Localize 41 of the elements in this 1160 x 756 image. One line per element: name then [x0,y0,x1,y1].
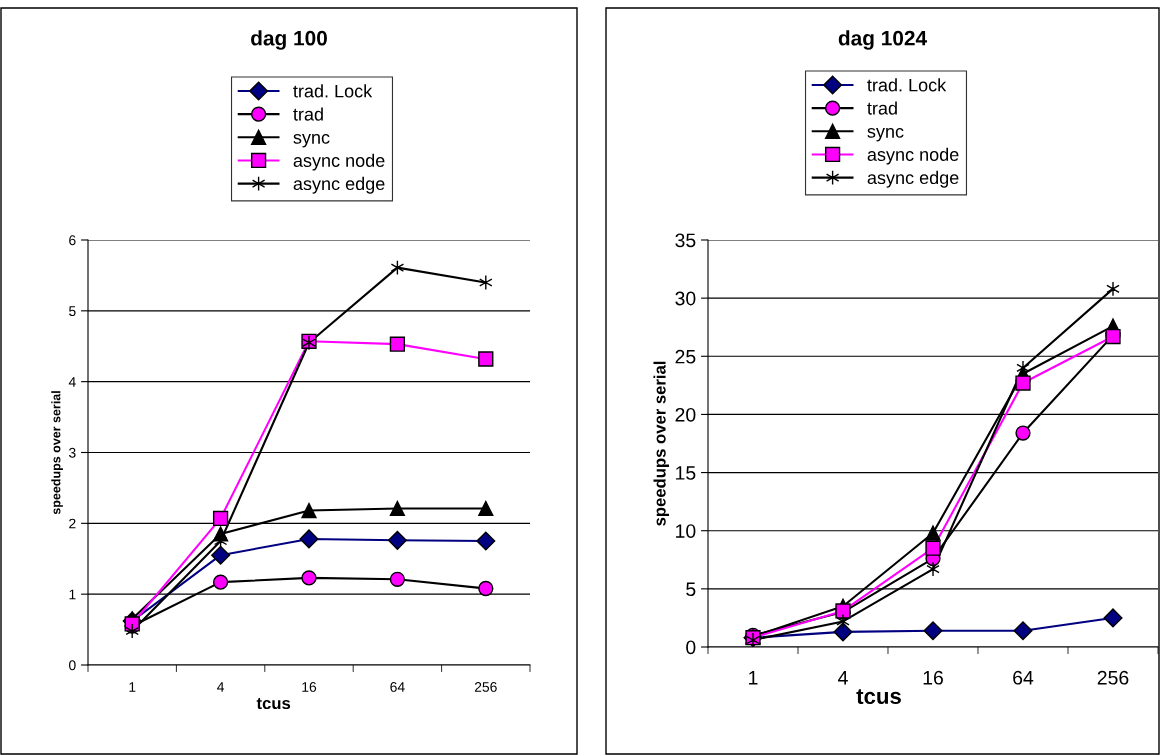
legend-label: trad [867,101,897,115]
y-tick-label: 30 [675,291,696,306]
y-tick-label: 15 [676,466,696,480]
x-tick-label: 64 [1013,670,1034,685]
y-tick-label: 2 [69,518,76,529]
x-tick-label: 16 [923,670,943,685]
y-tick-label: 1 [69,589,76,600]
y-tick-label: 25 [675,349,696,364]
y-axis-title: speedups over serial [51,391,63,515]
x-tick-label: 1 [129,682,136,692]
y-tick-label: 20 [675,407,696,422]
x-tick-label: 16 [302,682,317,692]
legend-label: trad [293,107,323,121]
x-tick-label: 4 [217,682,225,692]
y-tick-label: 0 [686,640,696,655]
y-tick-label: 35 [675,233,696,248]
y-axis-title: speedups over serial [653,361,670,526]
y-tick-label: 5 [69,306,76,316]
legend-label: async edge [293,176,385,194]
legend-label: async edge [867,170,959,188]
legend-label: trad. Lock [867,78,947,92]
y-tick-label: 10 [676,524,696,538]
x-tick-label: 256 [1097,670,1129,685]
x-tick-label: 64 [390,682,405,692]
chart-title: dag 1024 [838,30,927,50]
chart-title: dag 100 [251,30,327,50]
x-tick-label: 4 [838,671,848,685]
x-axis-title: tcus [856,689,901,705]
legend-label: sync [293,133,330,148]
legend-label: sync [867,127,904,142]
legend-label: async node [293,153,385,171]
x-axis-title: tcus [256,698,291,710]
y-tick-label: 0 [69,660,76,671]
y-tick-label: 4 [68,377,76,387]
x-tick-label: 256 [474,682,497,692]
legend-label: async node [867,147,959,165]
y-tick-label: 5 [686,582,696,597]
y-tick-label: 3 [69,447,76,458]
legend-label: trad. Lock [293,84,373,98]
x-tick-label: 1 [749,671,758,685]
y-tick-label: 6 [69,235,76,246]
